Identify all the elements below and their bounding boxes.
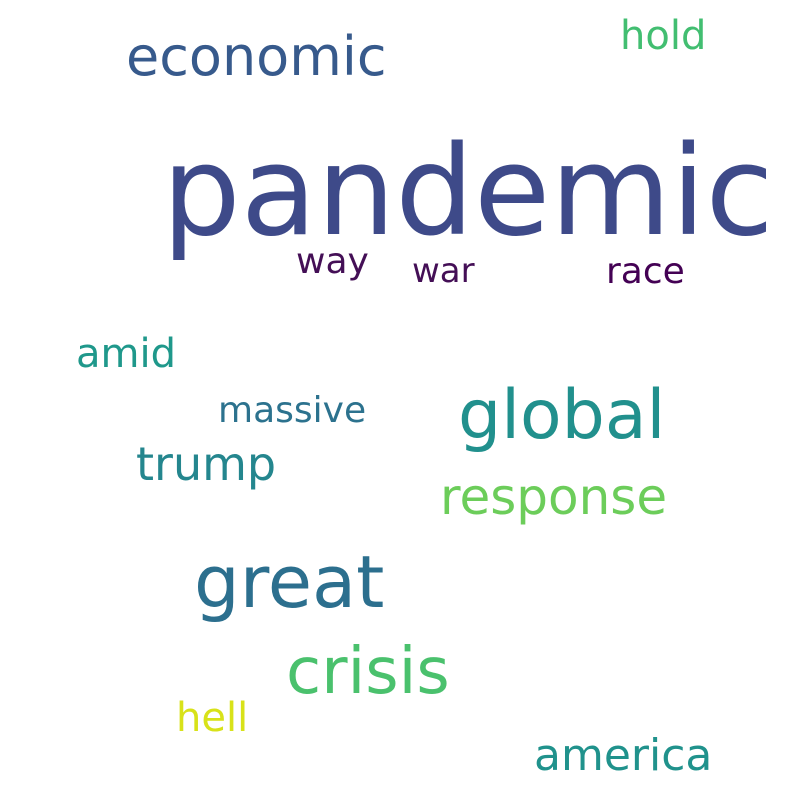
word-america: america <box>534 730 713 781</box>
word-amid: amid <box>76 331 176 377</box>
word-way: way <box>296 241 369 282</box>
word-great: great <box>194 540 385 624</box>
word-hold: hold <box>620 13 707 59</box>
word-crisis: crisis <box>286 635 450 709</box>
word-trump: trump <box>136 437 277 491</box>
word-global: global <box>458 376 666 455</box>
word-response: response <box>440 468 668 526</box>
word-economic: economic <box>126 25 387 88</box>
word-hell: hell <box>176 695 249 741</box>
word-pandemic: pandemic <box>162 120 774 264</box>
word-war: war <box>412 251 475 291</box>
word-massive: massive <box>218 390 367 431</box>
word-race: race <box>606 251 685 292</box>
